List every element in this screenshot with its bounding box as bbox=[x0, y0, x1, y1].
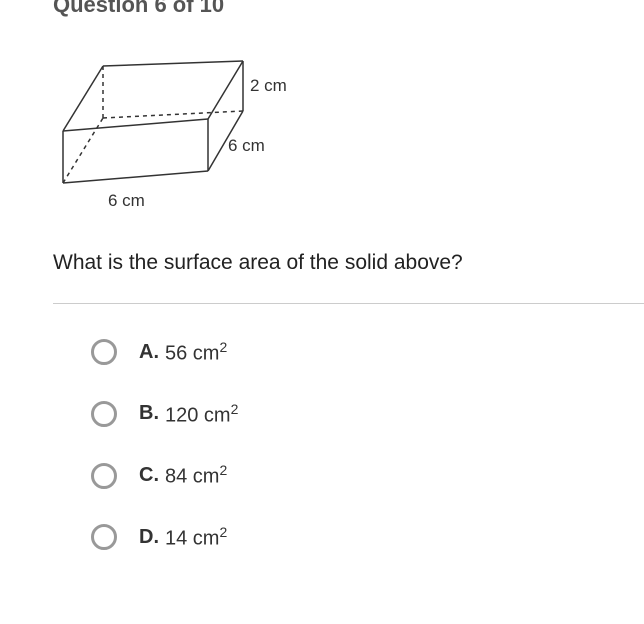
option-value: 120 cm2 bbox=[165, 401, 238, 428]
radio-icon[interactable] bbox=[91, 401, 117, 427]
option-value: 84 cm2 bbox=[165, 462, 227, 489]
option-letter: B. bbox=[139, 402, 159, 425]
option-letter: A. bbox=[139, 341, 159, 364]
solid-diagram: 2 cm 6 cm 6 cm bbox=[53, 51, 353, 221]
question-container: Question 6 of 10 2 cm 6 cm 6 cm What is … bbox=[0, 0, 644, 551]
option-d[interactable]: D. 14 cm2 bbox=[91, 524, 644, 551]
prism-svg bbox=[53, 51, 353, 221]
question-text: What is the surface area of the solid ab… bbox=[53, 251, 644, 275]
option-letter: D. bbox=[139, 526, 159, 549]
option-value: 56 cm2 bbox=[165, 339, 227, 366]
dimension-width: 6 cm bbox=[108, 191, 145, 211]
option-b[interactable]: B. 120 cm2 bbox=[91, 401, 644, 428]
dimension-depth: 6 cm bbox=[228, 136, 265, 156]
option-a[interactable]: A. 56 cm2 bbox=[91, 339, 644, 366]
option-letter: C. bbox=[139, 464, 159, 487]
option-value: 14 cm2 bbox=[165, 524, 227, 551]
dimension-height: 2 cm bbox=[250, 76, 287, 96]
radio-icon[interactable] bbox=[91, 524, 117, 550]
option-c[interactable]: C. 84 cm2 bbox=[91, 462, 644, 489]
options-list: A. 56 cm2 B. 120 cm2 C. 84 cm2 D. 14 cm2 bbox=[53, 339, 644, 551]
radio-icon[interactable] bbox=[91, 339, 117, 365]
divider bbox=[53, 303, 644, 304]
question-progress: Question 6 of 10 bbox=[53, 0, 644, 18]
radio-icon[interactable] bbox=[91, 463, 117, 489]
